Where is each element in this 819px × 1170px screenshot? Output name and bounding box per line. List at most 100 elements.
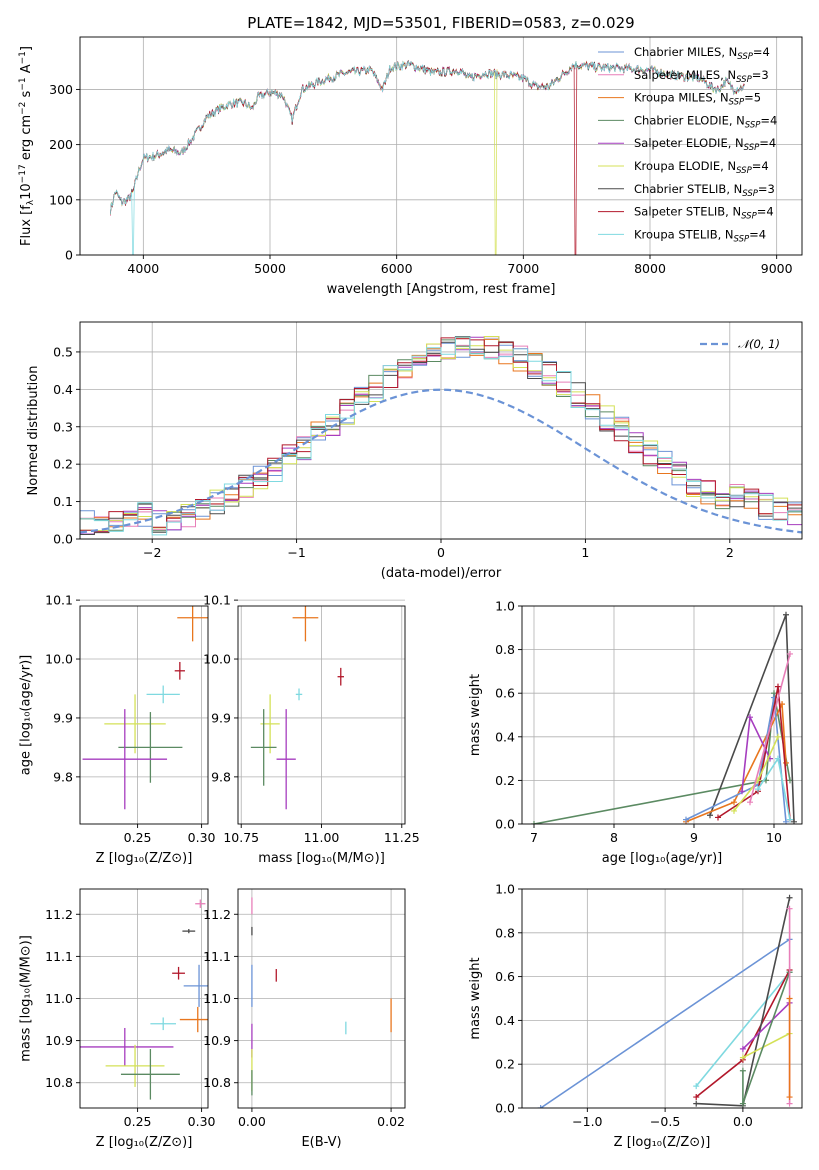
x-axis-label: E(B-V) (301, 1135, 341, 1150)
errorbar-kroupa_miles (177, 606, 208, 642)
errorbar-chabrier_elodie (250, 709, 277, 786)
plot-area (250, 606, 344, 810)
figure-title: PLATE=1842, MJD=53501, FIBERID=0583, z=0… (247, 14, 634, 32)
y-tick-label: 0.0 (495, 1101, 515, 1116)
x-tick-label: 4000 (127, 261, 159, 276)
panel-age_vs_mass: 10.75 11.00 11.25 9.8 9.9 10.0 10.1 mass [log₁₀… (203, 593, 420, 866)
errorbar-chabrier_elodie (118, 712, 183, 783)
plot-area (251, 897, 392, 1096)
weight-marker-kroupa_elodie (731, 807, 737, 814)
weight-marker-kroupa_miles (786, 1094, 793, 1101)
legend-entry-kroupa_miles: Kroupa MILES, NSSP=5 (634, 91, 761, 108)
y-tick-label: 11.1 (45, 949, 73, 964)
y-tick-label: 9.8 (53, 769, 73, 784)
legend-entry-chabrier_stelib: Chabrier STELIB, NSSP=3 (634, 182, 775, 199)
weight-line-chabrier_miles (685, 697, 787, 822)
x-tick-label: −0.5 (650, 1114, 680, 1129)
plot-area (110, 59, 745, 255)
weight-line-kroupa_stelib (695, 971, 791, 1087)
plot-area (82, 553, 208, 810)
x-tick-label: 11.00 (304, 830, 340, 845)
x-tick-label: 0.00 (238, 1114, 266, 1129)
y-tick-label: 10.9 (203, 1033, 231, 1048)
x-axis-label: age [log₁₀(age/yr)] (602, 851, 723, 866)
x-tick-label: 8 (610, 830, 618, 845)
weight-marker-kroupa_stelib (693, 1083, 700, 1090)
weight-marker-salpeter_stelib (693, 1094, 700, 1101)
x-axis-label: Z [log₁₀(Z/Z⊙)] (96, 851, 193, 866)
weight-marker-kroupa_elodie (739, 1054, 746, 1061)
plot-area (537, 894, 793, 1108)
x-tick-label: 10.75 (223, 830, 259, 845)
x-axis-label: Z [log₁₀(Z/Z⊙)] (614, 1135, 711, 1150)
errorbar-chabrier_stelib (182, 929, 196, 934)
weight-marker-kroupa_miles (731, 799, 737, 806)
y-tick-label: 0.2 (495, 773, 515, 788)
errorbar-kroupa_stelib (146, 685, 180, 704)
y-tick-label: 10.1 (45, 593, 73, 608)
y-axis-label: mass weight (468, 674, 483, 756)
errorbar-kroupa_miles (179, 1006, 208, 1033)
y-tick-label: 0.4 (495, 1013, 515, 1028)
legend-entry-chabrier_miles: Chabrier MILES, NSSP=4 (634, 45, 770, 62)
x-axis-label: mass [log₁₀(M/M⊙)] (258, 851, 385, 866)
panel-weight_vs_age: 7 8 9 10 0.0 0.2 0.4 0.6 0.8 1.0 age [log₁₀(age/yr… (468, 599, 803, 866)
x-tick-label: 0.25 (124, 1114, 152, 1129)
weight-marker-kroupa_miles (783, 759, 789, 766)
plot-area (531, 611, 797, 824)
x-tick-label: 0.02 (377, 1114, 405, 1129)
y-tick-label: 11.1 (203, 949, 231, 964)
histogram-kroupa_stelib (80, 336, 802, 539)
weight-marker-chabrier_stelib (786, 894, 793, 901)
y-tick-label: 0.2 (495, 1057, 515, 1072)
x-tick-label: 9000 (761, 261, 793, 276)
y-tick-label: 0.6 (495, 969, 515, 984)
weight-marker-salpeter_miles (787, 650, 793, 657)
weight-line-salpeter_miles (749, 653, 791, 803)
x-tick-label: 6000 (381, 261, 413, 276)
x-tick-label: 11.25 (384, 830, 420, 845)
errorbar-kroupa_stelib (150, 1017, 176, 1031)
legend-entry-salpeter_stelib: Salpeter STELIB, NSSP=4 (634, 205, 774, 222)
spectrum-line-kroupa_stelib (110, 60, 745, 255)
errorbar-chabrier_stelib (182, 553, 195, 565)
panel-mass_vs_Z: 0.25 0.30 10.8 10.9 11.0 11.1 11.2 Z [log₁₀(Z/Z… (19, 888, 216, 1150)
x-tick-label: −1 (287, 545, 305, 560)
y-tick-label: 0.5 (53, 344, 73, 359)
x-tick-label: 0.0 (733, 1114, 753, 1129)
errorbar-chabrier_elodie (120, 1049, 180, 1100)
weight-marker-chabrier_stelib (707, 812, 713, 819)
y-tick-label: 300 (49, 82, 73, 97)
y-axis-label: Normed distribution (26, 366, 41, 496)
y-axis-label: mass weight (468, 957, 483, 1039)
weight-marker-chabrier_elodie (739, 1100, 746, 1107)
weight-line-salpeter_stelib (717, 686, 791, 820)
weight-marker-chabrier_stelib (693, 1100, 700, 1107)
y-tick-label: 10.9 (45, 1033, 73, 1048)
y-tick-label: 0.0 (495, 817, 515, 832)
y-axis-label: age [log₁₀(age/yr)] (19, 655, 34, 776)
x-tick-label: 7 (530, 830, 538, 845)
x-axis-label: Z [log₁₀(Z/Z⊙)] (96, 1135, 193, 1150)
axes-frame (521, 605, 803, 825)
y-tick-label: 0.3 (53, 419, 73, 434)
normal-curve (80, 388, 802, 534)
errorbar-kroupa_elodie (105, 1044, 165, 1087)
x-axis-label: (data-model)/error (381, 566, 502, 581)
x-tick-label: 9 (690, 830, 698, 845)
y-tick-label: 0.4 (495, 729, 515, 744)
x-tick-label: 8000 (634, 261, 666, 276)
plot-area (80, 336, 802, 539)
y-tick-label: 0.0 (53, 532, 73, 547)
x-tick-label: 2 (726, 545, 734, 560)
weight-marker-kroupa_elodie (775, 733, 781, 740)
weight-marker-kroupa_stelib (755, 786, 761, 793)
errorbar-salpeter_stelib (172, 966, 185, 980)
weight-line-kroupa_elodie (733, 736, 779, 812)
weight-marker-salpeter_elodie (739, 1045, 746, 1052)
y-axis-label: mass [log₁₀(M/M⊙)] (19, 935, 34, 1062)
errorbar-salpeter_elodie (80, 1027, 174, 1066)
weight-marker-chabrier_miles (537, 1105, 544, 1108)
weight-marker-kroupa_stelib (787, 816, 793, 823)
